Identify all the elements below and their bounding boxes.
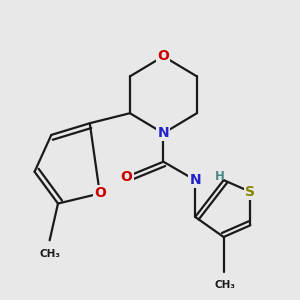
Text: O: O xyxy=(94,187,106,200)
Text: H: H xyxy=(215,169,225,183)
Text: CH₃: CH₃ xyxy=(39,249,60,259)
Text: CH₃: CH₃ xyxy=(215,280,236,290)
Text: O: O xyxy=(121,170,133,184)
Text: O: O xyxy=(158,49,169,63)
Text: N: N xyxy=(158,126,169,140)
Text: N: N xyxy=(189,173,201,187)
Text: S: S xyxy=(245,185,255,199)
